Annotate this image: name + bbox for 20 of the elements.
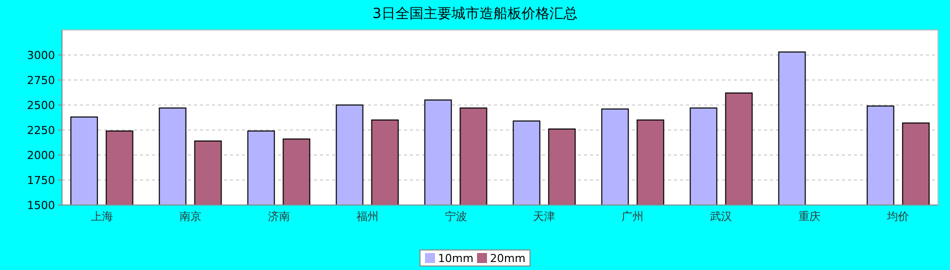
x-tick-label: 宁波 xyxy=(444,210,467,223)
legend-label: 20mm xyxy=(490,252,526,265)
x-tick-label: 上海 xyxy=(90,210,113,223)
x-tick-label: 济南 xyxy=(268,210,290,223)
y-tick-label: 1750 xyxy=(27,174,55,187)
y-tick-label: 2250 xyxy=(27,124,55,137)
y-tick-label: 2000 xyxy=(27,148,55,162)
y-tick-label: 3000 xyxy=(27,48,55,62)
y-tick-label: 2750 xyxy=(27,74,55,87)
x-tick-label: 福州 xyxy=(356,210,378,223)
x-tick-label: 天津 xyxy=(533,210,556,223)
x-tick-label: 广州 xyxy=(622,210,644,223)
y-tick-label: 2500 xyxy=(27,98,55,112)
chart-title: 3日全国主要城市造船板价格汇总 xyxy=(372,6,578,22)
x-tick-label: 武汉 xyxy=(710,210,732,223)
x-tick-label: 南京 xyxy=(179,210,202,223)
x-tick-label: 均价 xyxy=(886,210,910,223)
legend-label: 10mm xyxy=(438,252,474,265)
x-tick-label: 重庆 xyxy=(798,210,821,223)
y-tick-label: 1500 xyxy=(27,198,55,212)
